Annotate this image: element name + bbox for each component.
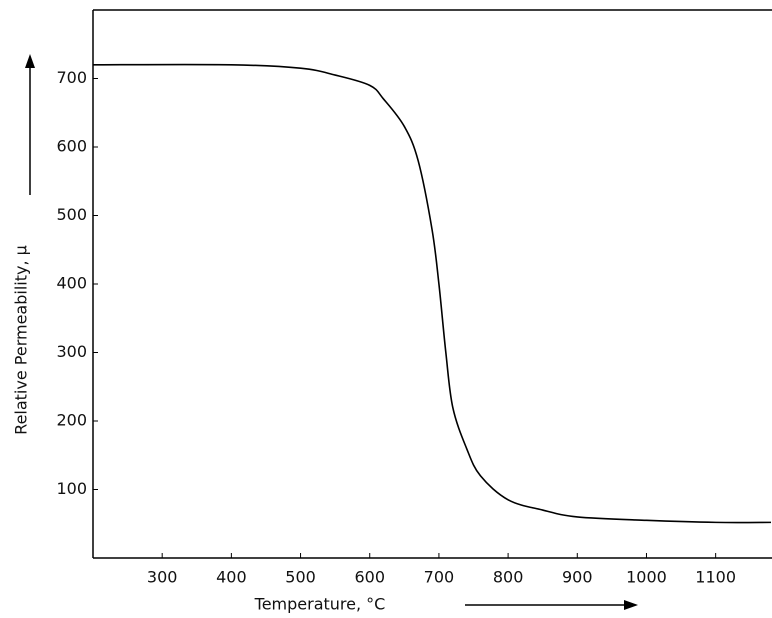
y-tick-label: 200 [56, 411, 87, 430]
data-line [92, 63, 772, 524]
y-tick-label: 300 [56, 342, 87, 361]
x-tick-label: 1100 [695, 568, 736, 587]
x-tick-label: 400 [216, 568, 247, 587]
y-tick-label: 700 [56, 68, 87, 87]
x-tick-label: 700 [424, 568, 455, 587]
y-tick-label: 600 [56, 137, 87, 156]
x-tick-label: 800 [493, 568, 524, 587]
x-tick-label: 1000 [626, 568, 667, 587]
y-axis-label: Relative Permeability, μ [12, 245, 31, 435]
x-tick-label: 900 [562, 568, 593, 587]
y-tick-label: 500 [56, 205, 87, 224]
y-arrow-head [25, 54, 35, 68]
x-tick-label: 500 [285, 568, 316, 587]
y-tick-label: 400 [56, 274, 87, 293]
x-arrow-head [624, 600, 638, 610]
x-tick-label: 300 [147, 568, 178, 587]
y-tick-label: 100 [56, 479, 87, 498]
x-axis-label: Temperature, °C [254, 595, 386, 614]
x-tick-label: 600 [354, 568, 385, 587]
